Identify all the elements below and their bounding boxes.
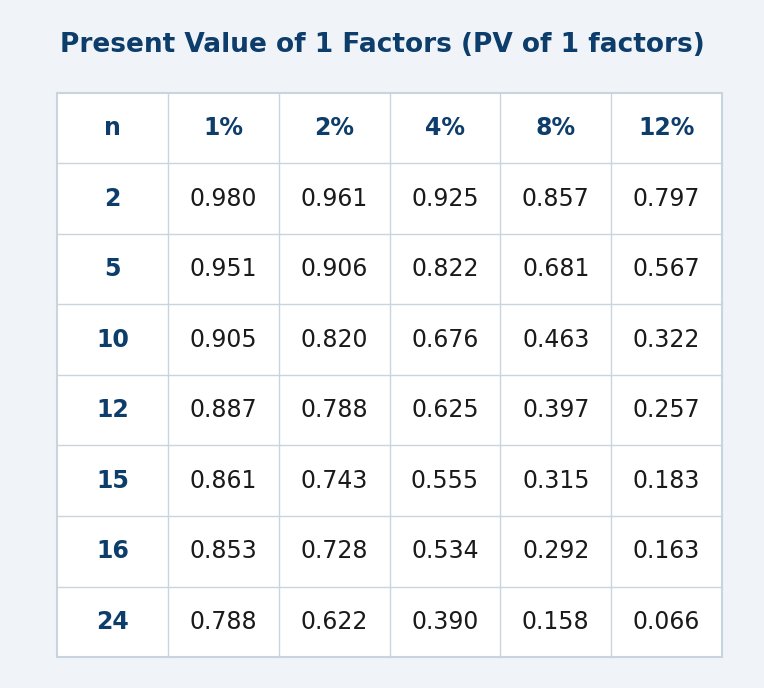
Text: 0.951: 0.951 — [189, 257, 257, 281]
Text: 0.961: 0.961 — [300, 186, 368, 211]
Text: 0.315: 0.315 — [522, 469, 590, 493]
Text: 0.797: 0.797 — [633, 186, 701, 211]
Text: 5: 5 — [105, 257, 121, 281]
Text: 4%: 4% — [425, 116, 465, 140]
Text: 0.292: 0.292 — [522, 539, 590, 563]
Text: 0.853: 0.853 — [189, 539, 257, 563]
Text: 12: 12 — [96, 398, 129, 422]
Text: 0.788: 0.788 — [300, 398, 368, 422]
Text: 0.905: 0.905 — [189, 327, 257, 352]
Text: 15: 15 — [96, 469, 129, 493]
Text: 0.322: 0.322 — [633, 327, 701, 352]
Text: 0.066: 0.066 — [633, 610, 701, 634]
Text: 0.925: 0.925 — [411, 186, 479, 211]
Text: 0.676: 0.676 — [411, 327, 479, 352]
Text: 0.183: 0.183 — [633, 469, 701, 493]
Text: 0.822: 0.822 — [411, 257, 479, 281]
Text: 0.906: 0.906 — [300, 257, 368, 281]
Text: 0.728: 0.728 — [300, 539, 368, 563]
Text: 0.857: 0.857 — [522, 186, 590, 211]
Text: 10: 10 — [96, 327, 129, 352]
Text: 0.788: 0.788 — [189, 610, 257, 634]
Text: 0.820: 0.820 — [300, 327, 368, 352]
Text: 12%: 12% — [639, 116, 694, 140]
Text: 8%: 8% — [536, 116, 576, 140]
Text: 0.743: 0.743 — [300, 469, 368, 493]
Text: 2%: 2% — [314, 116, 354, 140]
Text: 2: 2 — [105, 186, 121, 211]
Text: 0.534: 0.534 — [411, 539, 479, 563]
Text: 0.980: 0.980 — [189, 186, 257, 211]
Text: 24: 24 — [96, 610, 129, 634]
Text: 0.257: 0.257 — [633, 398, 701, 422]
Text: 0.567: 0.567 — [633, 257, 701, 281]
Text: n: n — [104, 116, 121, 140]
Text: 0.887: 0.887 — [189, 398, 257, 422]
Text: 1%: 1% — [203, 116, 244, 140]
Text: 0.622: 0.622 — [300, 610, 368, 634]
Text: 16: 16 — [96, 539, 129, 563]
Text: 0.163: 0.163 — [633, 539, 701, 563]
Text: 0.397: 0.397 — [522, 398, 590, 422]
Text: 0.463: 0.463 — [522, 327, 590, 352]
Text: 0.625: 0.625 — [411, 398, 479, 422]
Text: Present Value of 1 Factors (PV of 1 factors): Present Value of 1 Factors (PV of 1 fact… — [60, 32, 704, 58]
Text: 0.861: 0.861 — [189, 469, 257, 493]
Text: 0.158: 0.158 — [522, 610, 590, 634]
Text: 0.681: 0.681 — [522, 257, 590, 281]
Text: 0.390: 0.390 — [411, 610, 479, 634]
Text: 0.555: 0.555 — [411, 469, 479, 493]
